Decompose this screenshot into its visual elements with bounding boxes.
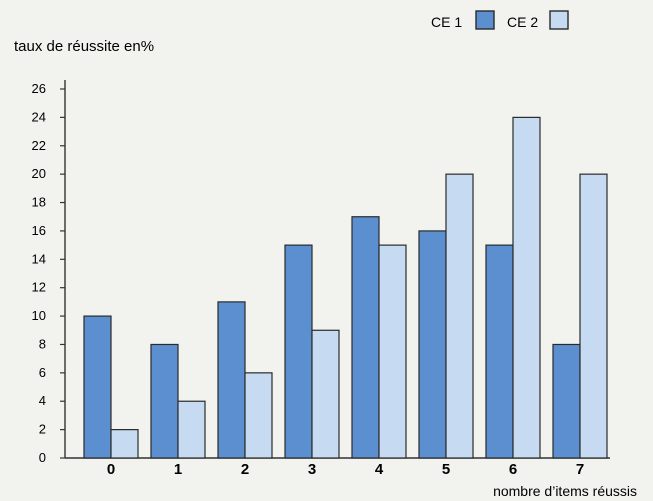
bar-ce2-3 [311, 329, 340, 459]
x-tick-label-4: 4 [375, 461, 384, 478]
y-tick-label-14: 14 [32, 251, 46, 266]
legend-label-ce1: CE 1 [431, 14, 462, 30]
bar-ce2-6 [512, 116, 541, 459]
legend-swatch-ce1 [475, 10, 495, 30]
bar-ce1-7 [552, 343, 581, 459]
bar-ce1-5 [418, 230, 447, 459]
bar-ce1-0 [83, 315, 112, 459]
x-tick-label-0: 0 [107, 461, 115, 478]
bar-ce2-7 [579, 173, 608, 459]
x-axis-label: nombre d’items réussis [493, 483, 637, 499]
x-tick-label-2: 2 [241, 461, 249, 478]
y-tick-label-12: 12 [32, 280, 46, 295]
x-tick-label-3: 3 [308, 461, 316, 478]
y-tick-label-2: 2 [39, 422, 46, 437]
legend-swatch-ce2 [549, 10, 569, 30]
x-tick-label-6: 6 [509, 461, 517, 478]
x-tick-label-1: 1 [174, 461, 182, 478]
bar-ce2-2 [244, 372, 273, 459]
y-tick-label-0: 0 [39, 450, 46, 465]
bar-ce1-2 [217, 301, 246, 459]
y-tick-label-4: 4 [39, 393, 46, 408]
bar-ce2-5 [445, 173, 474, 459]
bar-ce1-6 [485, 244, 514, 459]
y-tick-label-6: 6 [39, 365, 46, 380]
bar-ce2-4 [378, 244, 407, 459]
legend: CE 1 CE 2 [431, 10, 569, 30]
y-axis-label: taux de réussite en% [14, 38, 154, 55]
y-tick-label-20: 20 [32, 166, 46, 181]
bar-ce1-1 [150, 343, 179, 459]
bar-ce1-4 [351, 216, 380, 459]
legend-label-ce2: CE 2 [507, 14, 538, 30]
bar-ce1-3 [284, 244, 313, 459]
y-tick-label-10: 10 [32, 308, 46, 323]
bar-ce2-1 [177, 400, 206, 459]
y-tick-label-24: 24 [32, 109, 46, 124]
y-tick-label-8: 8 [39, 336, 46, 351]
bars [83, 116, 608, 459]
x-tick-label-5: 5 [442, 461, 450, 478]
y-tick-label-26: 26 [32, 81, 46, 96]
y-tick-label-22: 22 [32, 138, 46, 153]
x-tick-label-7: 7 [576, 461, 584, 478]
y-tick-label-18: 18 [32, 195, 46, 210]
y-tick-label-16: 16 [32, 223, 46, 238]
bar-ce2-0 [110, 429, 139, 459]
x-ticks: 0 1 2 3 4 5 6 7 [107, 461, 584, 478]
